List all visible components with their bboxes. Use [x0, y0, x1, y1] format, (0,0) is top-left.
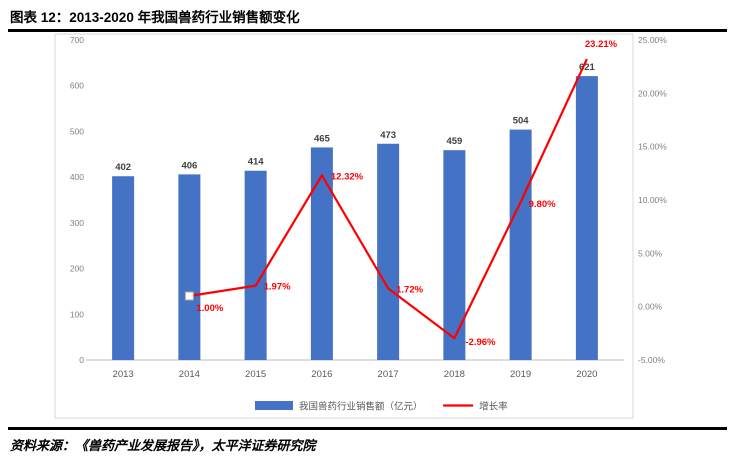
y-axis-left-tick: 100 [70, 309, 84, 319]
chart-title: 图表 12：2013-2020 年我国兽药行业销售额变化 [10, 10, 300, 25]
sales-growth-chart: 0 100 200 300 400 500 600 700 -5.00% 0.00% 5.00% 10… [54, 33, 667, 419]
y-axis-right-tick: 15.00% [638, 142, 667, 152]
x-axis-label-2014: 2014 [179, 369, 200, 380]
bar-value-label: 473 [380, 130, 396, 141]
y-axis-left-tick: 500 [70, 126, 84, 136]
legend-label-sales: 我国兽药行业销售额（亿元） [299, 401, 423, 413]
y-axis-left-tick: 400 [70, 172, 84, 182]
y-axis-left-tick: 0 [79, 355, 84, 365]
source-note: 资料来源：《兽药产业发展报告》，太平洋证券研究院 [10, 438, 316, 453]
y-axis-right-tick: -5.00% [638, 355, 665, 365]
growth-point-label: 12.32% [331, 171, 364, 182]
legend-swatch-sales [255, 401, 293, 410]
y-axis-right-tick: 20.00% [638, 88, 667, 98]
bar-value-label: 414 [248, 157, 265, 168]
y-axis-right-tick: 25.00% [638, 35, 667, 45]
growth-line [189, 58, 588, 340]
bar-2019 [509, 129, 532, 360]
x-axis-label-2013: 2013 [113, 369, 134, 380]
bottom-divider [8, 427, 727, 430]
x-axis-label-2015: 2015 [245, 369, 266, 380]
y-axis-left-tick: 700 [70, 35, 84, 45]
y-axis-left-tick: 600 [70, 81, 84, 91]
growth-point-label: 9.80% [529, 199, 556, 210]
bar-value-label: 459 [446, 136, 462, 147]
bar-value-label: 465 [314, 133, 331, 144]
y-axis-right-tick: 0.00% [638, 302, 663, 312]
x-axis-label-2018: 2018 [444, 369, 465, 380]
growth-point-label: 1.72% [396, 284, 423, 295]
bar-2018 [443, 150, 466, 360]
bar-2014 [178, 174, 201, 360]
growth-point-label: 1.00% [196, 303, 223, 314]
bar-2020 [575, 76, 598, 360]
bar-value-label: 402 [115, 162, 131, 173]
x-axis-label-2020: 2020 [576, 369, 597, 380]
growth-point-label: 1.97% [264, 282, 291, 293]
bar-2015 [244, 170, 267, 360]
x-axis-label-2019: 2019 [510, 369, 531, 380]
growth-point-label: 23.21% [585, 39, 618, 50]
y-axis-left-tick: 200 [70, 264, 84, 274]
chart-frame [54, 33, 634, 419]
bar-2013 [112, 176, 135, 360]
bar-2017 [377, 143, 400, 360]
y-axis-left-tick: 300 [70, 218, 84, 228]
line-start-marker [184, 291, 194, 301]
top-divider [8, 29, 727, 32]
legend-label-growth: 增长率 [479, 401, 508, 413]
x-axis-label-2017: 2017 [378, 369, 399, 380]
x-axis-label-2016: 2016 [311, 369, 332, 380]
bar-value-label: 621 [579, 62, 596, 73]
y-axis-right-tick: 5.00% [638, 248, 663, 258]
y-axis-right-tick: 10.00% [638, 195, 667, 205]
growth-point-label: -2.96% [465, 337, 496, 348]
bar-value-label: 406 [181, 160, 197, 171]
bar-2016 [310, 147, 333, 360]
bar-value-label: 504 [513, 116, 530, 127]
